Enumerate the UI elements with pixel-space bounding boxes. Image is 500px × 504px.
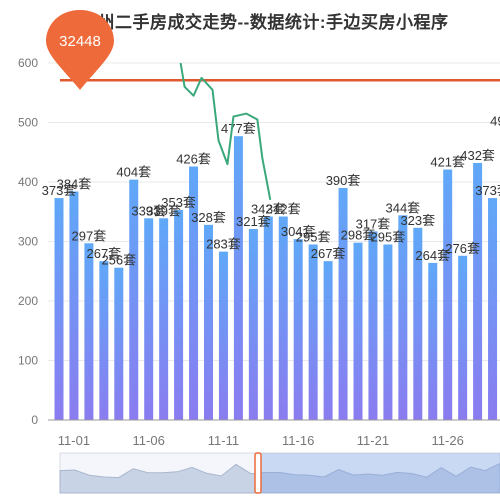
y-tick-label: 100	[18, 354, 38, 368]
bar[interactable]	[308, 244, 318, 420]
x-tick-label: 11-21	[357, 433, 389, 448]
bar[interactable]	[488, 198, 498, 420]
bar-value-label: 283套	[206, 237, 241, 252]
y-tick-label: 500	[18, 116, 38, 130]
y-tick-label: 200	[18, 294, 38, 308]
bar[interactable]	[428, 262, 438, 420]
bar[interactable]	[204, 224, 213, 420]
bar[interactable]	[114, 267, 124, 420]
chart-title: 杭州二手房成交走势--数据统计:手边买房小程序	[80, 13, 449, 32]
bar-value-label: 384套	[57, 177, 92, 192]
bar-value-label: 276套	[445, 241, 480, 256]
bar-value-label: 353套	[161, 195, 196, 210]
bar[interactable]	[159, 218, 169, 420]
bar-value-label: 298套	[341, 228, 376, 243]
bar-value-label: 373套	[475, 183, 500, 198]
bar[interactable]	[99, 261, 109, 420]
y-tick-label: 0	[31, 413, 38, 427]
bar[interactable]	[174, 209, 184, 420]
bar[interactable]	[383, 244, 393, 420]
bar-value-label: 256套	[101, 253, 136, 268]
bar[interactable]	[473, 162, 483, 420]
bar[interactable]	[129, 179, 139, 420]
y-tick-label: 400	[18, 175, 38, 189]
datazoom-selection[interactable]	[258, 453, 500, 493]
bar-value-label: 432套	[460, 148, 495, 163]
x-tick-label: 11-11	[208, 433, 239, 448]
bar[interactable]	[458, 255, 468, 420]
x-tick-label: 11-26	[432, 433, 464, 448]
bar[interactable]	[413, 227, 423, 420]
x-tick-label: 11-01	[58, 433, 90, 448]
bar-value-label: 323套	[400, 213, 435, 228]
bar[interactable]	[263, 216, 273, 420]
bar[interactable]	[278, 216, 288, 420]
bar-value-label: 490套	[490, 113, 500, 128]
pin-marker: 32448	[46, 10, 114, 90]
bar-value-label: 304套	[281, 224, 316, 239]
bar-value-label: 339套	[146, 203, 181, 218]
bar[interactable]	[189, 166, 199, 420]
bar[interactable]	[84, 243, 94, 420]
datazoom-preview	[59, 463, 500, 494]
pin-label: 32448	[59, 33, 101, 50]
bar[interactable]	[398, 215, 408, 420]
bar-value-label: 342套	[251, 202, 286, 217]
bar[interactable]	[353, 242, 363, 420]
bar[interactable]	[248, 229, 258, 420]
bar[interactable]	[443, 169, 453, 420]
bar-value-label: 295套	[296, 229, 331, 244]
bar[interactable]	[69, 191, 79, 420]
bar-value-label: 321套	[236, 214, 271, 229]
datazoom-handle[interactable]	[254, 452, 262, 494]
bar[interactable]	[233, 136, 243, 420]
bar-value-label: 421套	[430, 155, 465, 170]
bar-value-label: 477套	[221, 121, 256, 136]
bar-value-label: 390套	[326, 173, 361, 188]
bar-value-label: 264套	[415, 248, 450, 263]
bar-value-label: 267套	[86, 246, 121, 261]
bar-value-label: 342套	[266, 202, 301, 217]
bar[interactable]	[368, 231, 378, 420]
bar[interactable]	[144, 218, 154, 420]
bar[interactable]	[54, 198, 64, 420]
bar[interactable]	[323, 261, 333, 420]
bar-value-label: 373套	[42, 183, 77, 198]
bar-value-label: 317套	[356, 216, 391, 231]
bar-value-label: 328套	[191, 210, 226, 225]
bar-value-label: 339套	[131, 203, 166, 218]
y-tick-label: 300	[18, 235, 38, 249]
x-tick-label: 11-16	[282, 433, 314, 448]
bar[interactable]	[338, 187, 348, 420]
bar-value-label: 426套	[176, 152, 211, 167]
trend-curve	[179, 62, 272, 201]
bar-value-label: 297套	[72, 228, 107, 243]
bar-value-label: 295套	[371, 229, 406, 244]
x-tick-label: 11-06	[133, 433, 165, 448]
y-tick-label: 600	[18, 56, 38, 70]
bar-value-label: 404套	[116, 165, 151, 180]
bar-value-label: 267套	[311, 246, 346, 261]
bar[interactable]	[293, 239, 303, 420]
pin-shape	[46, 10, 114, 90]
bar[interactable]	[218, 251, 228, 420]
bar-value-label: 344套	[385, 200, 420, 215]
